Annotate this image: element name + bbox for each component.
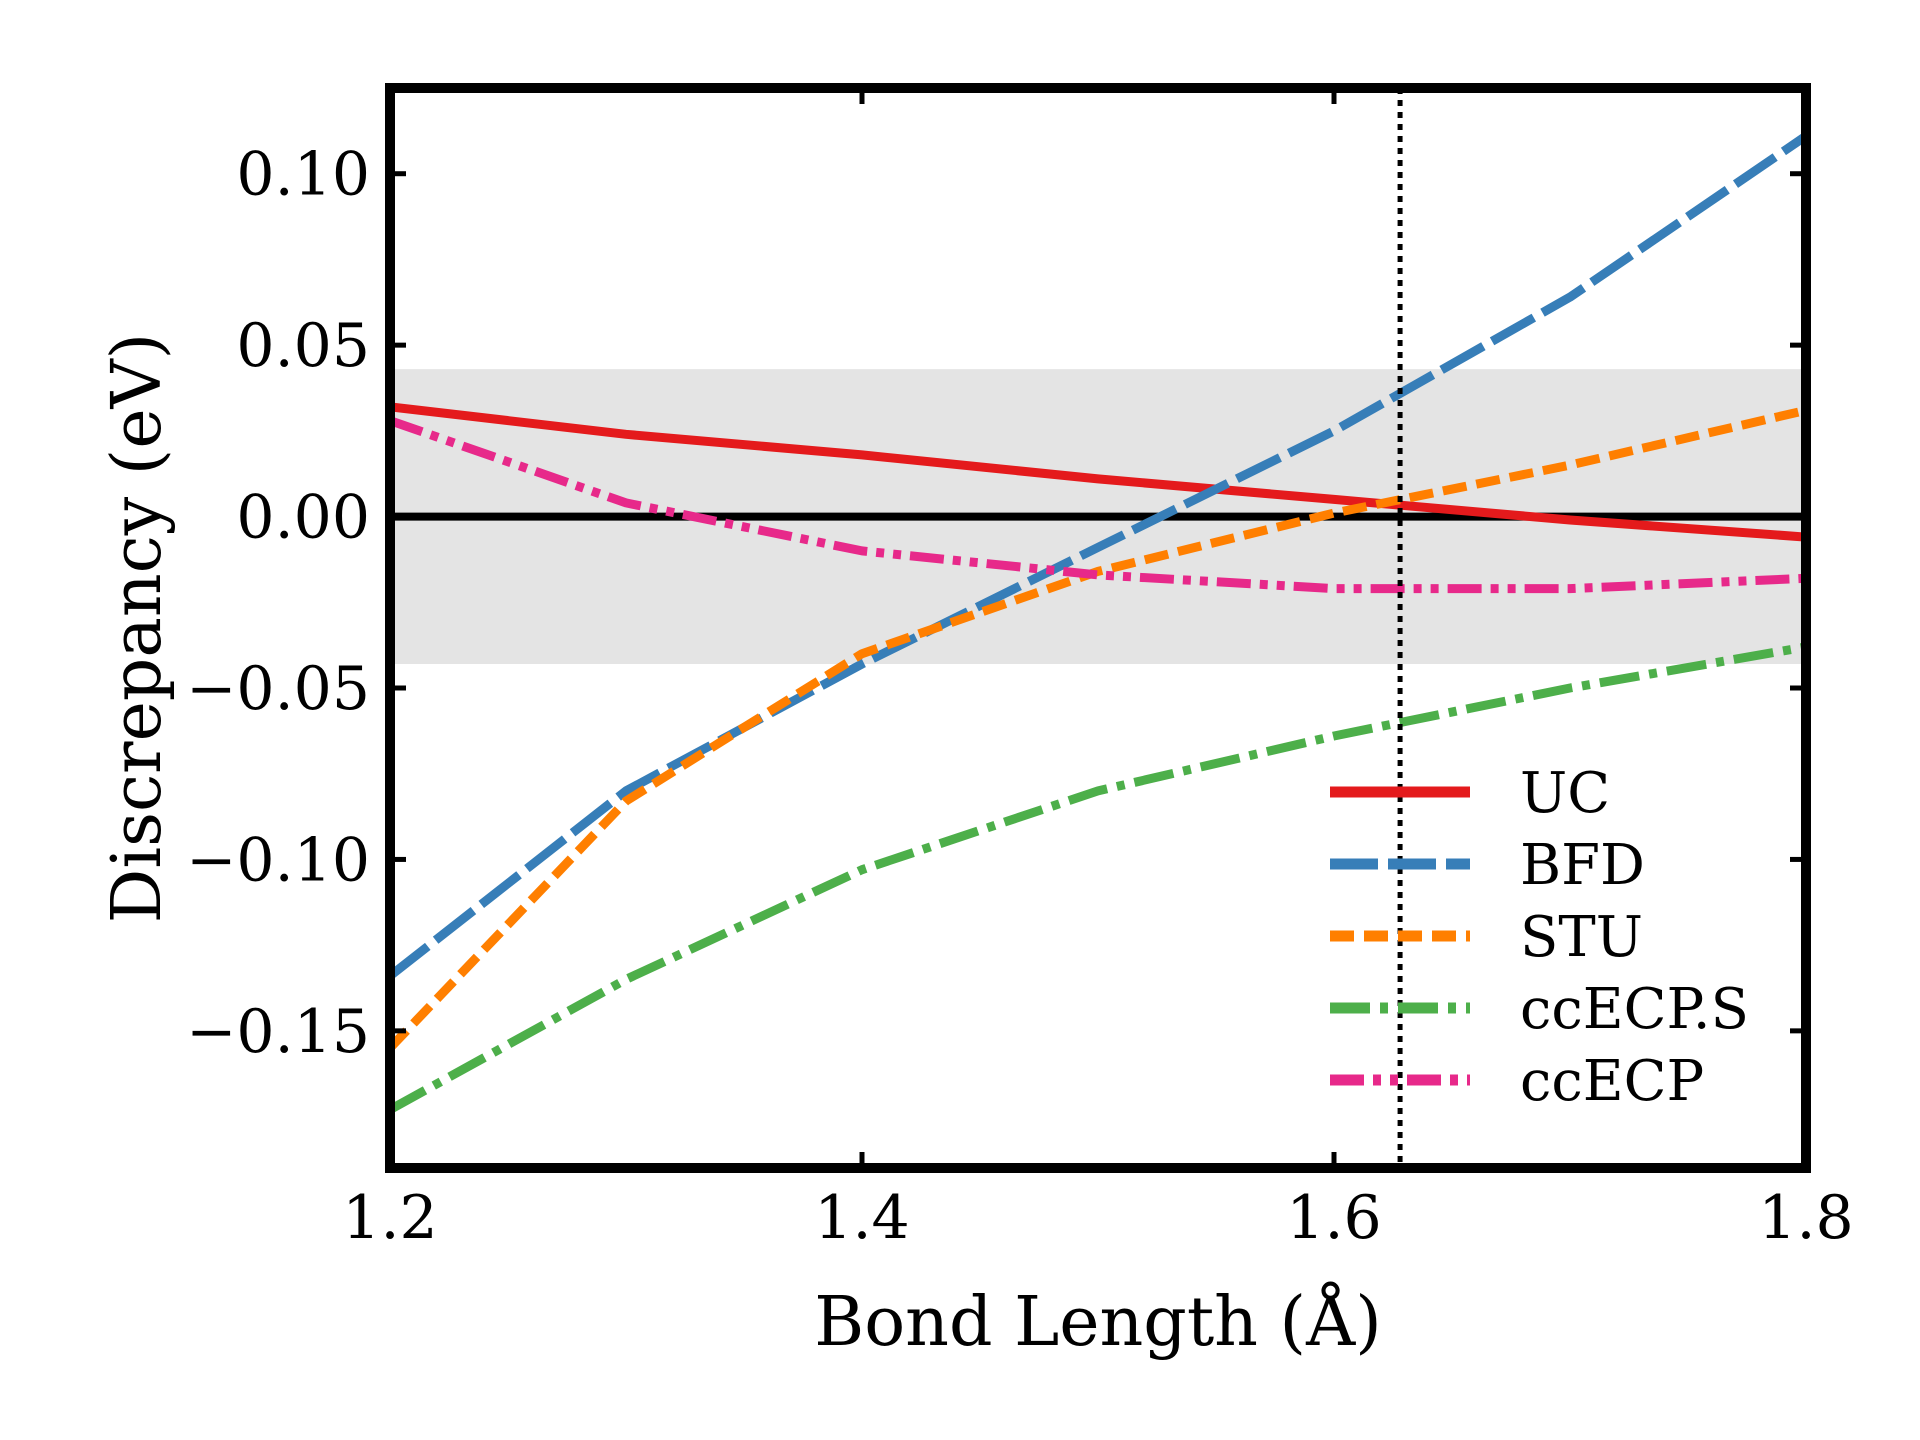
series-line-bfd	[390, 132, 1806, 980]
plot-frame	[385, 83, 1811, 1173]
series-line-stu	[390, 405, 1806, 1052]
series-line-ccecp	[390, 416, 1806, 594]
legend-label-ccecp-s: ccECP.S	[1520, 977, 1749, 1042]
x-tick-label: 1.6	[1286, 1183, 1381, 1253]
x-tick-label: 1.4	[814, 1183, 909, 1253]
y-tick-label: −0.15	[186, 997, 370, 1067]
series-layer	[390, 132, 1806, 1114]
x-axis-label: Bond Length (Å)	[814, 1282, 1381, 1362]
legend-label-stu: STU	[1520, 905, 1643, 970]
legend-label-bfd: BFD	[1520, 833, 1645, 898]
x-tick-labels: 1.2 1.4 1.6 1.8	[342, 1183, 1853, 1253]
y-tick-label: 0.05	[236, 311, 370, 381]
legend-label-ccecp: ccECP	[1520, 1049, 1704, 1114]
series-line-ccecp-s	[390, 642, 1806, 1114]
y-axis-label: Discrepancy (eV)	[98, 333, 177, 923]
y-tick-label: −0.05	[186, 654, 370, 724]
x-tick-label: 1.2	[342, 1183, 437, 1253]
y-tick-labels: −0.15 −0.10 −0.05 0.00 0.05 0.10	[186, 140, 370, 1067]
y-tick-label: −0.10	[186, 825, 370, 895]
y-tick-label: 0.10	[236, 140, 370, 210]
legend: UC BFD STU ccECP.S ccECP	[1330, 761, 1749, 1114]
x-tick-label: 1.8	[1758, 1183, 1853, 1253]
legend-label-uc: UC	[1520, 761, 1610, 826]
y-tick-label: 0.00	[236, 483, 370, 553]
series-line-uc	[390, 402, 1806, 542]
